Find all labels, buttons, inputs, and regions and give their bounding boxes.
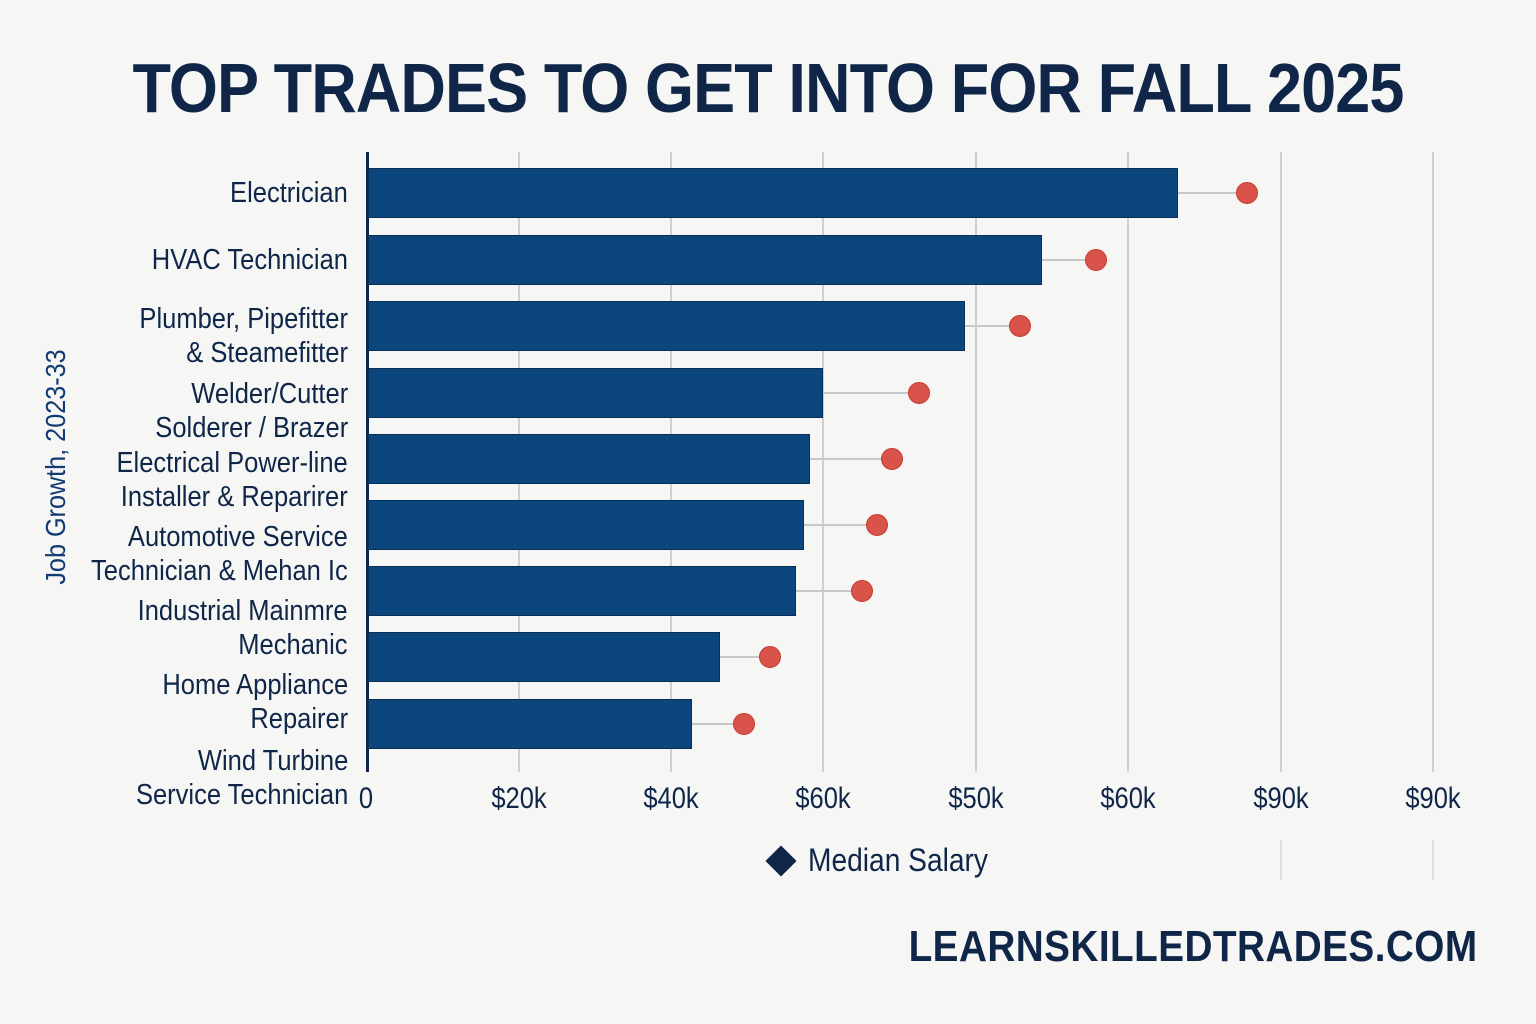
median-salary-dot — [881, 448, 903, 470]
salary-connector — [692, 723, 744, 725]
salary-connector — [1178, 192, 1247, 194]
category-label: Home Appliance Repairer — [162, 668, 348, 736]
x-tick-label: $60k — [1100, 782, 1156, 815]
category-label: Wind Turbine Service Technician — [136, 744, 348, 812]
median-salary-dot — [1009, 315, 1031, 337]
job-growth-bar — [368, 434, 810, 484]
gridline — [1127, 152, 1129, 772]
category-label: Automotive Service Technician & Mehan Ic — [91, 520, 348, 588]
job-growth-bar — [368, 566, 796, 616]
category-label-line: HVAC Technician — [151, 244, 348, 276]
x-tick-label: $90k — [1405, 782, 1461, 815]
median-salary-dot — [733, 713, 755, 735]
category-label-line: Electrician — [230, 177, 348, 209]
x-tick-label: $40k — [643, 782, 699, 815]
median-salary-dot — [908, 382, 930, 404]
job-growth-bar — [368, 301, 965, 351]
category-label: Plumber, Pipefitter & Steamefitter — [139, 302, 348, 370]
category-label: Electrical Power-line Installer & Reparir… — [117, 446, 348, 514]
category-label: HVAC Technician — [152, 243, 348, 277]
median-salary-dot — [1236, 182, 1258, 204]
diamond-icon — [765, 844, 797, 877]
job-growth-bar — [368, 235, 1042, 285]
salary-connector — [1042, 259, 1096, 261]
category-label-line: Installer & Reparirer — [121, 481, 348, 513]
chart-title: TOP TRADES TO GET INTO FOR FALL 2025 — [132, 49, 1404, 127]
y-axis-title: Job Growth, 2023-33 — [40, 349, 71, 585]
gridline — [1432, 840, 1434, 880]
category-label: Welder/Cutter Solderer / Brazer — [155, 377, 348, 445]
median-salary-dot — [759, 646, 781, 668]
category-label-line: Automotive Service — [128, 521, 348, 553]
gridline — [975, 152, 977, 772]
category-label-line: Solderer / Brazer — [155, 412, 348, 444]
legend-label: Median Salary — [808, 842, 989, 878]
category-label: Industrial Mainmre Mechanic — [138, 594, 348, 662]
salary-connector — [823, 392, 919, 394]
salary-connector — [810, 458, 892, 460]
y-axis-line — [366, 152, 369, 772]
gridline — [822, 152, 824, 772]
category-label-line: Welder/Cutter — [191, 378, 348, 410]
category-label-line: & Steamefitter — [186, 337, 348, 369]
category-label-line: Technician & Mehan Ic — [91, 555, 348, 587]
x-tick-label: $20k — [491, 782, 547, 815]
category-label-line: Repairer — [250, 703, 348, 735]
salary-connector — [720, 656, 770, 658]
category-label-line: Electrical Power-line — [116, 447, 348, 479]
x-tick-label: $60k — [795, 782, 851, 815]
category-label-line: Service Technician — [135, 779, 348, 811]
gridline — [1432, 152, 1434, 772]
job-growth-bar — [368, 699, 692, 749]
category-label-line: Home Appliance — [162, 669, 348, 701]
median-salary-dot — [851, 580, 873, 602]
median-salary-dot — [1085, 249, 1107, 271]
category-label-line: Wind Turbine — [197, 745, 348, 777]
category-label-line: Mechanic — [238, 629, 348, 661]
job-growth-bar — [368, 168, 1178, 218]
job-growth-bar — [368, 500, 804, 550]
legend: Median Salary — [765, 842, 1013, 879]
job-growth-bar — [368, 368, 823, 418]
gridline — [1280, 840, 1282, 880]
salary-connector — [796, 590, 862, 592]
x-tick-label: $50k — [948, 782, 1004, 815]
median-salary-dot — [866, 514, 888, 536]
gridline — [1280, 152, 1282, 772]
salary-connector — [965, 325, 1020, 327]
x-tick-label: $90k — [1253, 782, 1309, 815]
category-label: Electrician — [230, 176, 348, 210]
x-tick-label: 0 — [358, 782, 374, 815]
job-growth-bar — [368, 632, 720, 682]
salary-connector — [804, 524, 877, 526]
category-label-line: Plumber, Pipefitter — [139, 303, 348, 335]
category-label-line: Industrial Mainmre — [138, 595, 348, 627]
footer-url: LEARNSKILLEDTRADES.COM — [909, 922, 1478, 971]
